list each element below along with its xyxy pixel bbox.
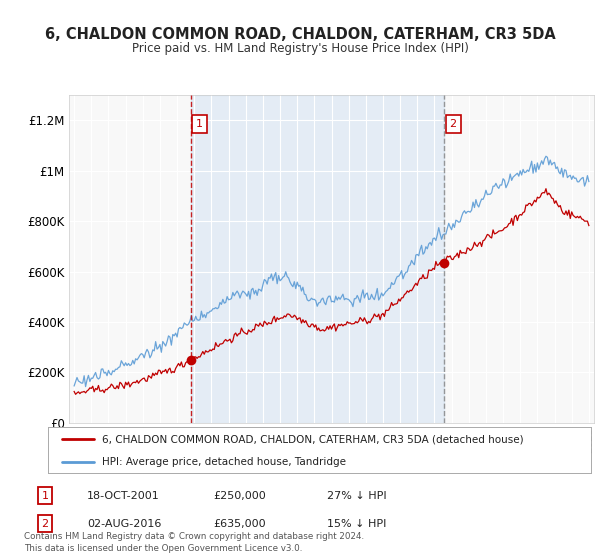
Text: 1: 1 bbox=[41, 491, 49, 501]
Text: £250,000: £250,000 bbox=[213, 491, 266, 501]
Text: 1: 1 bbox=[196, 119, 203, 129]
Text: 2: 2 bbox=[449, 119, 457, 129]
Text: 2: 2 bbox=[41, 519, 49, 529]
Text: £635,000: £635,000 bbox=[213, 519, 266, 529]
Text: 6, CHALDON COMMON ROAD, CHALDON, CATERHAM, CR3 5DA: 6, CHALDON COMMON ROAD, CHALDON, CATERHA… bbox=[44, 27, 556, 42]
Bar bbox=[191, 95, 445, 423]
Text: 18-OCT-2001: 18-OCT-2001 bbox=[87, 491, 160, 501]
Text: 27% ↓ HPI: 27% ↓ HPI bbox=[327, 491, 386, 501]
Text: 15% ↓ HPI: 15% ↓ HPI bbox=[327, 519, 386, 529]
Text: 6, CHALDON COMMON ROAD, CHALDON, CATERHAM, CR3 5DA (detached house): 6, CHALDON COMMON ROAD, CHALDON, CATERHA… bbox=[103, 434, 524, 444]
Text: 02-AUG-2016: 02-AUG-2016 bbox=[87, 519, 161, 529]
Text: Price paid vs. HM Land Registry's House Price Index (HPI): Price paid vs. HM Land Registry's House … bbox=[131, 42, 469, 55]
Text: Contains HM Land Registry data © Crown copyright and database right 2024.
This d: Contains HM Land Registry data © Crown c… bbox=[24, 533, 364, 553]
Text: HPI: Average price, detached house, Tandridge: HPI: Average price, detached house, Tand… bbox=[103, 457, 346, 467]
